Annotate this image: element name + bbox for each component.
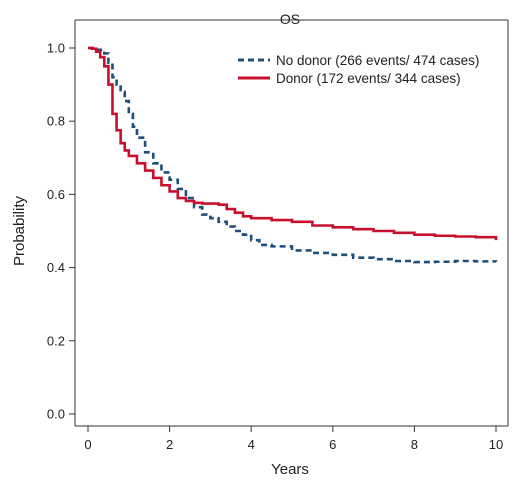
x-axis-title: Years	[271, 461, 309, 478]
y-tick-label: 0.4	[47, 260, 65, 275]
x-tick-label: 10	[489, 437, 503, 452]
y-tick-label: 0.8	[47, 114, 65, 129]
x-tick-label: 8	[411, 437, 418, 452]
y-tick-label: 0.2	[47, 333, 65, 348]
y-tick-label: 0.6	[47, 187, 65, 202]
x-tick-label: 2	[166, 437, 173, 452]
x-tick-label: 0	[84, 437, 91, 452]
plot-frame	[74, 19, 509, 427]
series-layer	[88, 46, 498, 264]
x-tick-label: 6	[329, 437, 336, 452]
series-line-donor	[88, 46, 498, 241]
series-line-no-donor	[88, 46, 498, 264]
x-tick-label: 4	[248, 437, 255, 452]
y-tick-label: 0.0	[47, 407, 65, 422]
legend: No donor (266 events/ 474 cases) Donor (…	[238, 53, 479, 86]
legend-label-no-donor: No donor (266 events/ 474 cases)	[276, 53, 479, 68]
chart-title: OS	[280, 11, 300, 27]
y-axis-title: Probability	[11, 195, 28, 266]
y-axis-ticks: 0.0 0.2 0.4 0.6 0.8 1.0	[47, 41, 75, 422]
legend-label-donor: Donor (172 events/ 344 cases)	[276, 71, 461, 86]
x-axis-ticks: 0 2 4 6 8 10	[84, 426, 503, 452]
y-tick-label: 1.0	[47, 41, 65, 56]
